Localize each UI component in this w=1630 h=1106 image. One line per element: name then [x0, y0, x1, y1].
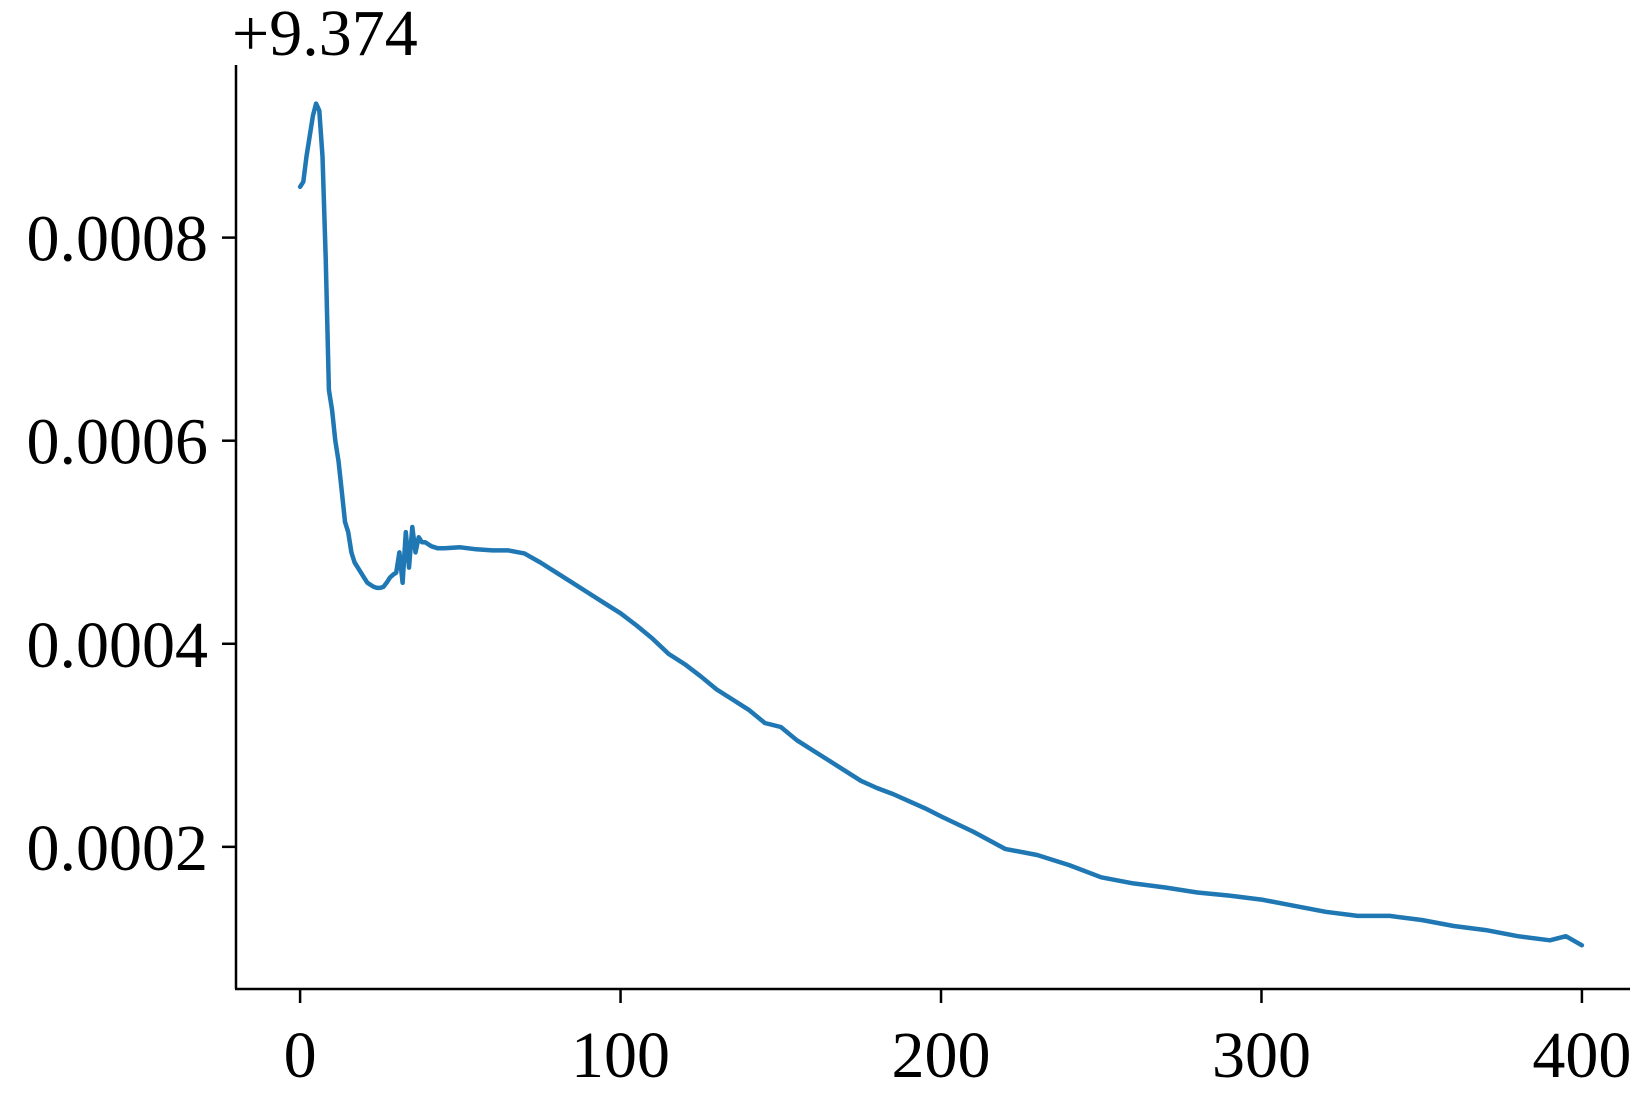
x-tick-label: 100 — [571, 1019, 670, 1092]
x-tick-label: 200 — [892, 1019, 991, 1092]
y-tick-label: 0.0004 — [27, 609, 209, 682]
x-tick-label: 0 — [284, 1019, 317, 1092]
x-tick-label: 400 — [1532, 1019, 1630, 1092]
y-axis-offset-label: +9.374 — [232, 0, 418, 70]
y-tick-label: 0.0006 — [27, 406, 209, 479]
series-line-0 — [297, 101, 1585, 948]
x-axis-ticks: 0 100 200 300 400 — [284, 989, 1630, 1092]
plot-series — [297, 101, 1585, 948]
y-tick-label: 0.0008 — [27, 203, 209, 276]
y-tick-label: 0.0002 — [27, 812, 209, 885]
x-tick-label: 300 — [1212, 1019, 1311, 1092]
y-axis-ticks: 0.0002 0.0004 0.0006 0.0008 — [27, 203, 236, 885]
